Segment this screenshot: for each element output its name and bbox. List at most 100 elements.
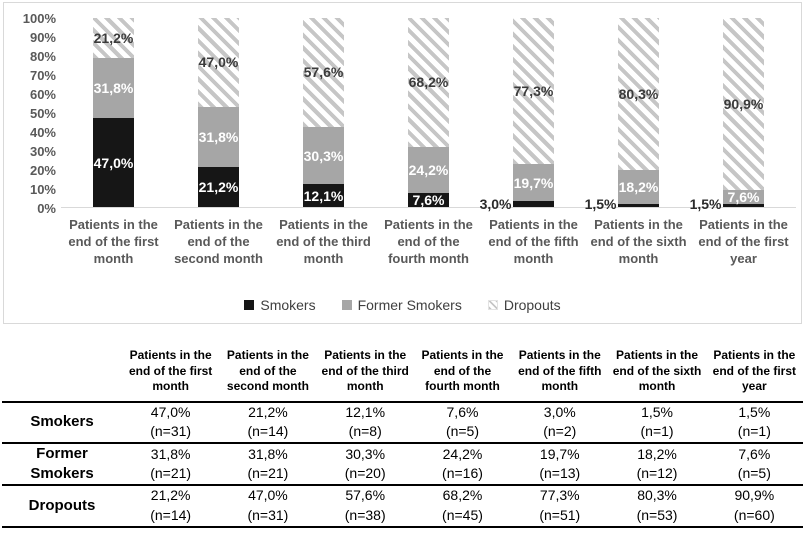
category-label: Patients in the end of the second month — [174, 217, 263, 266]
bar-segment-former-smokers: 19,7% — [513, 164, 554, 202]
bar-segment-dropouts: 21,2% — [93, 18, 134, 59]
data-label: 21,2% — [93, 30, 134, 47]
stacked-bar: 7,6% 24,2% 68,2% — [408, 18, 449, 207]
data-label: 21,2% — [198, 178, 239, 195]
data-label: 12,1% — [303, 187, 344, 204]
table-column-header: Patients in the end of the third month — [316, 340, 414, 403]
y-axis-tick-label: 50% — [29, 106, 56, 121]
table-column-header: Patients in the end of the first month — [122, 340, 220, 403]
bar-segment-smokers — [513, 201, 554, 207]
category-label: Patients in the end of the first month — [68, 217, 159, 266]
table-cell: 90,9% (n=60) — [705, 485, 803, 528]
cell-count: (n=8) — [348, 423, 382, 440]
data-label: 68,2% — [408, 74, 449, 91]
table-cell: 31,8% (n=21) — [122, 442, 220, 487]
bar-segment-former-smokers: 31,8% — [198, 106, 239, 167]
data-label: 31,8% — [93, 80, 134, 97]
bar-column: 12,1% 30,3% 57,6% — [271, 18, 376, 207]
cell-percent: 80,3% — [637, 487, 677, 504]
table-cell: 30,3% (n=20) — [316, 442, 414, 487]
table-column-header: Patients in the end of the fourth month — [413, 340, 512, 403]
data-label: 77,3% — [513, 83, 554, 100]
cell-percent: 1,5% — [738, 403, 771, 420]
table-header-row: Patients in the end of the first month Pa… — [2, 340, 803, 403]
category-label: Patients in the end of the sixth month — [590, 217, 687, 266]
legend-swatch-icon — [341, 300, 352, 310]
stacked-bar-chart: 100% 90% 80% 70% 60% 50% 40% 30% 20% 10% 0% 47,0% 3… — [3, 2, 802, 324]
cell-count: (n=53) — [636, 507, 678, 524]
x-axis-labels: Patients in the end of the first month Pa… — [61, 217, 796, 268]
y-axis-tick-label: 20% — [29, 163, 56, 178]
bar-segment-dropouts: 90,9% — [723, 18, 764, 190]
legend-swatch-icon — [244, 300, 255, 310]
table-row: Dropouts 21,2% (n=14) 47,0% (n=31) 57,6% (n=38… — [2, 485, 803, 528]
stacked-bar: 47,0% 31,8% 21,2% — [93, 18, 134, 207]
table-cell: 47,0% (n=31) — [219, 485, 317, 528]
cell-count: (n=20) — [344, 465, 386, 482]
bar-segment-smokers: 7,6% — [408, 191, 449, 208]
data-label: 90,9% — [723, 95, 764, 112]
table-cell: 47,0% (n=31) — [122, 401, 220, 444]
plot-area: 47,0% 31,8% 21,2% 21,2% 31,8% 47,0% 12,1% 30,3%… — [61, 18, 796, 212]
legend-item-smokers: Smokers — [244, 297, 316, 313]
y-axis-tick-label: 10% — [29, 182, 56, 197]
bar-segment-dropouts: 68,2% — [408, 18, 449, 147]
table-column-header: Patients in the end of the second month — [219, 340, 317, 403]
cell-percent: 31,8% — [248, 445, 288, 462]
table-cell: 24,2% (n=16) — [413, 442, 512, 487]
cell-percent: 77,3% — [539, 487, 580, 504]
cell-count: (n=12) — [636, 465, 678, 482]
bar-segment-dropouts: 57,6% — [303, 18, 344, 127]
cell-percent: 19,7% — [539, 445, 580, 462]
table-row: Former Smokers 31,8% (n=21) 31,8% (n=21) 30,3… — [2, 442, 803, 487]
table-row-label: Dropouts — [2, 485, 122, 528]
bar-segment-smokers — [618, 204, 659, 207]
table-row-label: Smokers — [2, 401, 122, 444]
legend-label: Smokers — [260, 297, 316, 313]
data-label: 7,6% — [412, 191, 445, 208]
y-axis-tick-label: 70% — [29, 68, 56, 83]
stacked-bar: 12,1% 30,3% 57,6% — [303, 18, 344, 207]
cell-percent: 47,0% — [248, 487, 288, 504]
cell-count: (n=21) — [150, 465, 192, 482]
y-axis: 100% 90% 80% 70% 60% 50% 40% 30% 20% 10% 0% — [6, 3, 56, 233]
table-cell: 1,5% (n=1) — [608, 401, 706, 444]
cell-count: (n=1) — [640, 423, 674, 440]
cell-percent: 1,5% — [641, 403, 673, 420]
data-label: 80,3% — [618, 85, 659, 102]
cell-count: (n=38) — [344, 507, 386, 524]
cell-percent: 21,2% — [150, 487, 191, 504]
table-cell: 77,3% (n=51) — [511, 485, 609, 528]
cell-count: (n=13) — [539, 465, 581, 482]
data-label: 47,0% — [93, 154, 134, 171]
data-label-outside: 1,5% — [584, 195, 617, 212]
data-label: 47,0% — [198, 54, 239, 71]
cell-percent: 7,6% — [446, 403, 479, 420]
data-label: 24,2% — [408, 161, 449, 178]
category-label: Patients in the end of the third month — [276, 217, 371, 266]
table-cell: 18,2% (n=12) — [608, 442, 706, 487]
data-label: 57,6% — [303, 64, 344, 81]
cell-count: (n=21) — [247, 465, 289, 482]
cell-percent: 90,9% — [734, 487, 775, 504]
cell-count: (n=14) — [150, 507, 192, 524]
bar-segment-former-smokers: 24,2% — [408, 146, 449, 193]
data-label-outside: 1,5% — [689, 195, 722, 212]
table-corner-cell — [2, 340, 122, 403]
cell-count: (n=60) — [733, 507, 775, 524]
table-cell: 68,2% (n=45) — [413, 485, 512, 528]
cell-count: (n=51) — [539, 507, 581, 524]
cell-percent: 31,8% — [150, 445, 191, 462]
bar-column: 7,6% 24,2% 68,2% — [376, 18, 481, 207]
bar-segment-smokers: 47,0% — [93, 118, 134, 207]
legend-item-dropouts: Dropouts — [487, 297, 561, 313]
data-label: 30,3% — [303, 147, 344, 164]
table-cell: 1,5% (n=1) — [705, 401, 803, 444]
table-cell: 3,0% (n=2) — [511, 401, 609, 444]
cell-count: (n=2) — [543, 423, 577, 440]
table-row: Smokers 47,0% (n=31) 21,2% (n=14) 12,1% (n=8) 7… — [2, 401, 803, 444]
cell-percent: 18,2% — [637, 445, 677, 462]
bar-segment-former-smokers: 7,6% — [723, 189, 764, 205]
y-axis-tick-label: 100% — [22, 11, 56, 26]
